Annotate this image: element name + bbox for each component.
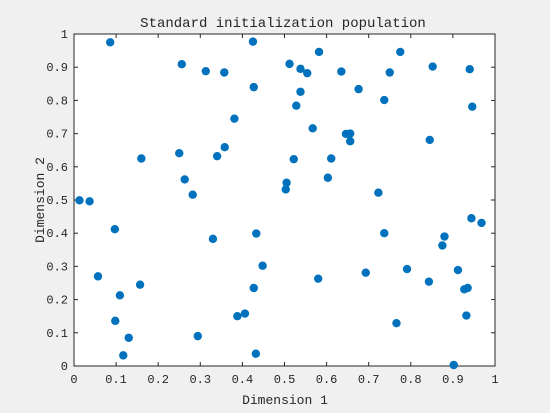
data-point: [193, 331, 202, 341]
data-point: [361, 268, 370, 277]
data-point: [115, 291, 125, 300]
data-point: [314, 47, 324, 57]
data-point: [289, 154, 298, 164]
data-point: [296, 64, 305, 74]
y-tick-label: 0: [61, 360, 68, 374]
data-point: [392, 318, 401, 328]
data-point: [453, 265, 463, 275]
data-point: [110, 225, 120, 234]
data-point: [281, 185, 290, 194]
plot-area: [73, 33, 496, 367]
data-point: [240, 309, 250, 318]
data-point: [424, 277, 434, 286]
data-point: [440, 232, 449, 241]
data-point: [124, 333, 133, 342]
data-point: [380, 229, 389, 238]
data-point: [292, 101, 301, 110]
data-point: [468, 102, 477, 111]
data-point: [285, 59, 294, 69]
data-point: [85, 197, 94, 206]
x-tick-label: 0.9: [442, 373, 464, 387]
data-points: [75, 37, 486, 370]
data-point: [106, 38, 115, 47]
x-tick-label: 0.4: [232, 373, 254, 387]
y-tick-label: 0.2: [46, 294, 68, 308]
data-point: [175, 148, 184, 158]
data-point: [230, 114, 239, 123]
x-tick-label: 1: [491, 373, 498, 387]
data-point: [177, 60, 186, 69]
data-point: [233, 312, 242, 321]
data-point: [75, 196, 84, 205]
data-point: [258, 261, 267, 270]
data-point: [313, 274, 323, 283]
y-tick-label: 1: [61, 28, 68, 42]
x-tick-label: 0.7: [358, 373, 380, 387]
data-point: [252, 229, 261, 238]
data-point: [402, 264, 412, 274]
x-axis-label: Dimension 1: [242, 393, 328, 408]
data-point: [337, 67, 346, 76]
data-point: [428, 62, 437, 71]
data-point: [462, 311, 471, 320]
data-point: [396, 47, 405, 57]
data-point: [135, 280, 145, 289]
y-tick-label: 0.5: [46, 194, 68, 208]
data-point: [425, 135, 434, 145]
y-tick-label: 0.6: [46, 161, 68, 175]
data-point: [180, 175, 189, 184]
data-point: [208, 234, 218, 244]
data-point: [449, 360, 458, 370]
data-point: [380, 95, 389, 105]
data-point: [220, 68, 229, 77]
y-tick-label: 0.9: [46, 61, 68, 75]
y-tick-label: 0.4: [46, 227, 68, 241]
data-point: [438, 241, 447, 250]
data-point: [303, 68, 312, 78]
y-tick-label: 0.3: [46, 260, 68, 274]
y-axis-label: Dimension 2: [33, 157, 48, 243]
data-point: [323, 173, 333, 182]
data-point: [119, 351, 128, 360]
x-tick-label: 0.6: [316, 373, 338, 387]
x-tick-label: 0.3: [189, 373, 211, 387]
data-point: [345, 137, 355, 146]
chart-title: Standard initialization population: [140, 16, 426, 32]
data-point: [308, 124, 317, 133]
data-point: [296, 87, 305, 96]
y-tick-label: 0.1: [46, 327, 68, 341]
data-point: [327, 154, 336, 163]
data-point: [137, 154, 146, 163]
data-point: [460, 285, 469, 294]
data-point: [251, 349, 261, 358]
data-point: [345, 129, 355, 138]
data-point: [249, 283, 258, 293]
y-tick-label: 0.8: [46, 94, 68, 108]
x-tick-label: 0: [70, 373, 77, 387]
data-point: [354, 84, 363, 94]
data-point: [220, 143, 229, 152]
data-point: [477, 218, 486, 228]
axis-ticks: 0 0.1 0.2 0.3 0.4 0.5 0.6 0.7 0.8 0.9 1 0 0.1 0.2 0.3 0…: [46, 28, 498, 387]
data-point: [248, 37, 258, 46]
data-point: [282, 178, 291, 187]
y-tick-label: 0.7: [46, 128, 68, 142]
data-point: [188, 190, 197, 199]
data-point: [385, 68, 394, 77]
x-tick-label: 0.5: [274, 373, 296, 387]
data-point: [93, 272, 103, 281]
data-point: [212, 151, 222, 161]
data-point: [201, 66, 210, 76]
data-point: [111, 316, 120, 326]
x-tick-label: 0.8: [400, 373, 422, 387]
data-point: [249, 82, 258, 92]
data-point: [467, 214, 476, 223]
x-tick-label: 0.1: [105, 373, 127, 387]
x-tick-label: 0.2: [147, 373, 169, 387]
data-point: [374, 188, 383, 197]
data-point: [465, 64, 474, 74]
